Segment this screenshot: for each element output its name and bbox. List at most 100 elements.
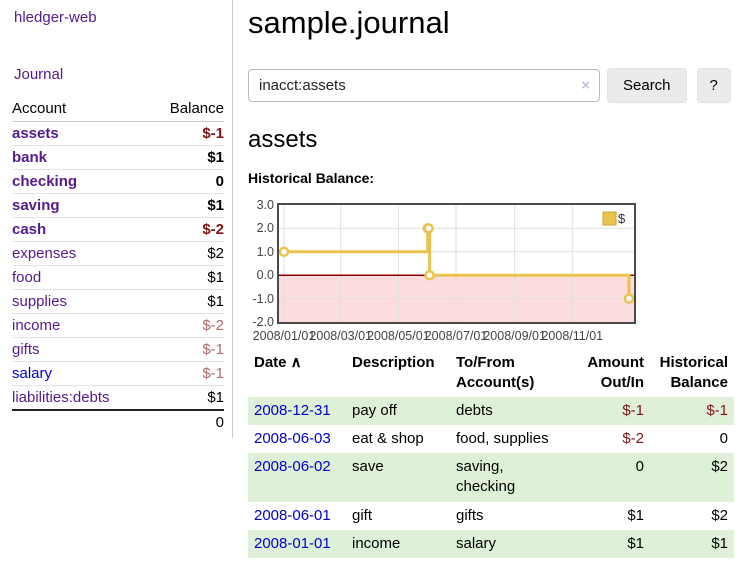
account-heading: assets bbox=[248, 126, 318, 153]
y-axis-tick-label: -1.0 bbox=[252, 291, 274, 306]
account-balance: $1 bbox=[148, 289, 224, 314]
account-balance: $1 bbox=[148, 265, 224, 290]
search-button[interactable]: Search bbox=[607, 68, 687, 103]
column-header-tofrom: To/From Account(s) bbox=[456, 354, 535, 392]
transaction-balance: 0 bbox=[719, 429, 728, 447]
account-link[interactable]: expenses bbox=[12, 245, 77, 262]
column-header-date[interactable]: Date ∧ bbox=[254, 354, 302, 371]
account-link[interactable]: assets bbox=[12, 125, 59, 142]
account-balance: $1 bbox=[148, 193, 224, 218]
account-link[interactable]: checking bbox=[12, 173, 78, 190]
y-axis-tick-label: 0.0 bbox=[256, 268, 274, 283]
x-axis-tick-label: 2008/09/01 bbox=[483, 329, 546, 343]
y-axis-tick-label: 2.0 bbox=[256, 221, 274, 236]
transaction-date-link[interactable]: 2008-06-01 bbox=[254, 506, 331, 524]
help-button[interactable]: ? bbox=[696, 68, 731, 103]
account-row: gifts $-1 bbox=[12, 337, 224, 362]
transaction-row: 2008-12-31 pay off debts $-1 $-1 bbox=[248, 396, 734, 425]
account-balance: $-1 bbox=[148, 337, 224, 362]
transaction-date-link[interactable]: 2008-01-01 bbox=[254, 534, 331, 552]
account-row: saving $1 bbox=[12, 193, 224, 218]
brand-link[interactable]: hledger-web bbox=[14, 9, 97, 26]
transactions-table: Date ∧ Description To/From Account(s) Amount… bbox=[248, 350, 734, 558]
transaction-accounts: food, supplies bbox=[456, 429, 549, 447]
account-row: assets $-1 bbox=[12, 122, 224, 146]
accounts-total-value: 0 bbox=[148, 409, 224, 434]
account-link[interactable]: food bbox=[12, 269, 42, 286]
transaction-balance: $1 bbox=[711, 534, 728, 552]
account-balance: $-1 bbox=[148, 361, 224, 386]
x-axis-tick-label: 2008/07/01 bbox=[424, 329, 488, 343]
transaction-description: eat & shop bbox=[352, 429, 424, 447]
account-balance: 0 bbox=[148, 169, 224, 194]
clear-search-icon[interactable]: × bbox=[581, 77, 590, 94]
account-balance: $1 bbox=[148, 145, 224, 170]
account-balance: $-2 bbox=[148, 313, 224, 338]
transaction-amount: $1 bbox=[627, 506, 644, 524]
account-row: expenses $2 bbox=[12, 241, 224, 266]
transaction-row: 2008-01-01 income salary $1 $1 bbox=[248, 529, 734, 558]
account-row: salary $-1 bbox=[12, 361, 224, 386]
account-link[interactable]: gifts bbox=[12, 341, 40, 358]
legend-swatch bbox=[602, 211, 617, 226]
y-axis-tick-label: 1.0 bbox=[256, 244, 274, 259]
account-link[interactable]: bank bbox=[12, 149, 48, 166]
x-axis-tick-label: 2008/05/01 bbox=[367, 329, 430, 343]
accounts-header-balance: Balance bbox=[148, 96, 224, 122]
account-balance: $1 bbox=[148, 385, 224, 410]
chart-title: Historical Balance: bbox=[248, 170, 375, 186]
transaction-date-link[interactable]: 2008-06-03 bbox=[254, 429, 331, 447]
x-axis-tick-label: 2008/01/01 bbox=[252, 329, 316, 343]
transaction-date-link[interactable]: 2008-12-31 bbox=[254, 401, 331, 419]
y-axis-tick-label: 3.0 bbox=[256, 198, 274, 212]
transaction-row: 2008-06-02 save saving, checking 0 $2 bbox=[248, 453, 734, 502]
accounts-tbody: assets $-1 bank $1 checking 0 saving $1 cash $-2 e… bbox=[12, 122, 224, 410]
account-link[interactable]: income bbox=[12, 317, 61, 334]
transaction-date-link[interactable]: 2008-06-02 bbox=[254, 458, 331, 475]
transaction-description: pay off bbox=[352, 401, 397, 419]
legend-label: $ bbox=[618, 211, 626, 226]
account-row: liabilities:debts $1 bbox=[12, 385, 224, 410]
sidebar: hledger-web Journal Account Balance asse… bbox=[0, 0, 233, 438]
account-balance: $-1 bbox=[202, 125, 224, 142]
account-row: food $1 bbox=[12, 265, 224, 290]
account-row: income $-2 bbox=[12, 313, 224, 338]
sort-ascending-icon[interactable]: ∧ bbox=[286, 354, 302, 371]
transaction-balance: $2 bbox=[711, 458, 728, 475]
transaction-row: 2008-06-03 eat & shop food, supplies $-2 0 bbox=[248, 425, 734, 453]
search-form: × Search ? bbox=[248, 68, 734, 103]
accounts-table: Account Balance assets $-1 bank $1 checking 0… bbox=[12, 96, 224, 434]
transaction-row: 2008-06-01 gift gifts $1 $2 bbox=[248, 502, 734, 530]
transaction-accounts: debts bbox=[456, 401, 493, 419]
account-link[interactable]: cash bbox=[12, 221, 47, 238]
main-content: sample.journal × Search ? assets Histori… bbox=[248, 0, 734, 558]
account-link[interactable]: saving bbox=[12, 197, 60, 214]
sidebar-item-journal[interactable]: Journal bbox=[14, 66, 64, 83]
x-axis-tick-label: 2008/03/01 bbox=[309, 329, 372, 343]
column-header-historical: Historical Balance bbox=[659, 354, 728, 392]
account-row: supplies $1 bbox=[12, 289, 224, 314]
transaction-balance: $-1 bbox=[706, 401, 728, 419]
transaction-amount: $-2 bbox=[622, 429, 644, 447]
transaction-accounts: gifts bbox=[456, 506, 484, 524]
accounts-total-row: 0 bbox=[12, 409, 224, 434]
account-link[interactable]: supplies bbox=[12, 293, 68, 310]
search-input[interactable] bbox=[248, 69, 600, 102]
transactions-header: Date ∧ Description To/From Account(s) Amount… bbox=[248, 350, 734, 397]
transaction-accounts: salary bbox=[456, 534, 497, 552]
account-link[interactable]: salary bbox=[12, 365, 53, 382]
transaction-amount: $-1 bbox=[622, 401, 644, 419]
accounts-header-account: Account bbox=[12, 96, 149, 122]
column-header-description: Description bbox=[352, 354, 435, 371]
account-row: bank $1 bbox=[12, 145, 224, 170]
account-row: cash $-2 bbox=[12, 217, 224, 242]
account-balance: $-2 bbox=[148, 217, 224, 242]
column-header-amount: Amount Out/In bbox=[587, 354, 644, 392]
balance-chart: 3.0 2.0 1.0 0.0 -1.0 -2.0 $ 2008/01/01 2008/03… bbox=[248, 198, 734, 346]
transactions-tbody: 2008-12-31 pay off debts $-1 $-1 2008-06-03 ea… bbox=[248, 396, 734, 558]
chart-plot-area: $ bbox=[277, 203, 636, 324]
transaction-description: save bbox=[352, 458, 384, 475]
transaction-balance: $2 bbox=[711, 506, 728, 524]
account-link[interactable]: liabilities:debts bbox=[12, 389, 110, 406]
transaction-amount: $1 bbox=[627, 534, 644, 552]
